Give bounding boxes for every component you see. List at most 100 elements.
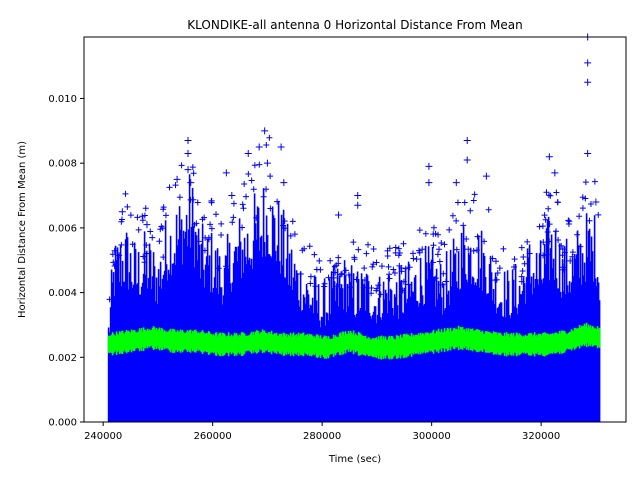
series-blue-outlier [277, 143, 285, 151]
series-blue-point [218, 220, 225, 227]
series-blue-point [360, 284, 367, 291]
series-blue-point [453, 246, 460, 253]
series-blue-point [449, 212, 456, 219]
x-tick-label: 280000 [303, 431, 341, 442]
series-blue-point [321, 283, 328, 290]
series-blue-point [111, 247, 118, 254]
series-blue-point [438, 240, 445, 247]
series-blue-point [251, 162, 258, 169]
series-blue-point [416, 249, 423, 256]
series-blue-point [368, 284, 375, 291]
series-blue-point [579, 194, 586, 201]
series-blue-point [377, 291, 384, 298]
series-blue-point [373, 259, 380, 266]
series-blue-point [178, 162, 185, 169]
series-blue-point [402, 265, 409, 272]
series-blue-point [500, 245, 507, 252]
series-blue-point [553, 189, 560, 196]
x-axis: 240000 260000 280000 300000 320000 [84, 422, 560, 442]
series-blue-point [582, 195, 589, 202]
series-blue-point [410, 255, 417, 262]
series-blue-point [333, 283, 340, 290]
series-blue-point [331, 263, 338, 270]
series-blue-point [266, 134, 273, 141]
series-blue-point [112, 258, 119, 265]
series-blue-point [470, 197, 477, 204]
series-blue-point [373, 287, 380, 294]
series-blue-point [399, 287, 406, 294]
series-blue-point [430, 242, 437, 249]
series-blue-outlier [584, 149, 592, 157]
series-blue-point [337, 271, 344, 278]
series-blue-point [526, 250, 533, 257]
series-blue-point [454, 199, 461, 206]
series-blue-point [541, 212, 548, 219]
series-blue-point [384, 247, 391, 254]
series-blue-point [375, 282, 382, 289]
series-blue-point [544, 228, 551, 235]
series-blue-point [325, 274, 332, 281]
series-blue-point [316, 257, 323, 264]
series-blue-point [386, 275, 393, 282]
series-blue-point [586, 217, 593, 224]
series-blue-point [327, 257, 334, 264]
x-tick-label: 260000 [194, 431, 232, 442]
series-blue-point [260, 193, 267, 200]
series-blue-point [345, 271, 352, 278]
series-blue-point [395, 252, 402, 259]
series-blue-point [122, 190, 129, 197]
series-blue-point [567, 257, 574, 264]
series-blue-point [141, 259, 148, 266]
series-blue-point [554, 199, 561, 206]
series-blue-point [574, 231, 581, 238]
series-blue-point [587, 201, 594, 208]
series-blue-point [565, 217, 572, 224]
series-blue-outlier [335, 211, 343, 219]
series-blue-outlier [463, 156, 471, 164]
series-blue-point [124, 203, 131, 210]
x-tick-label: 320000 [522, 431, 560, 442]
series-blue-point [134, 214, 141, 221]
series-blue-point [208, 225, 215, 232]
series-blue-point [436, 246, 443, 253]
series-blue-outlier [452, 179, 460, 187]
series-blue-point [311, 251, 318, 258]
series-blue-point [335, 254, 342, 261]
plot-frame [83, 36, 627, 423]
series-blue-point [199, 216, 206, 223]
y-tick-label: 0.006 [48, 223, 77, 234]
series-blue-point [384, 253, 391, 259]
y-axis-label: Horizontal Distance From Mean (m) [17, 141, 28, 318]
series-blue-point [439, 281, 446, 288]
series-blue-point [441, 241, 448, 248]
series-blue-point [263, 186, 270, 193]
series-blue-point [391, 270, 398, 277]
y-tick-label: 0.008 [48, 159, 77, 170]
series-blue-point [289, 218, 296, 225]
series-blue-point [511, 256, 518, 263]
series-blue-point [291, 231, 298, 238]
series-blue-point [350, 239, 357, 246]
series-blue-point [400, 278, 407, 285]
series-blue-point [566, 218, 573, 225]
series-blue-point [546, 238, 553, 245]
series-blue-point [223, 263, 230, 270]
series-blue-point [347, 284, 354, 291]
series-blue-point [453, 217, 460, 224]
series-blue-point [248, 177, 255, 184]
series-blue-point [405, 281, 412, 288]
series-blue-outlier [551, 169, 559, 177]
series-blue-outlier [187, 179, 195, 187]
series-blue-point [473, 247, 480, 254]
series-blue-point [518, 244, 525, 251]
y-tick-label: 0.000 [48, 418, 77, 429]
series-blue-point [392, 244, 399, 251]
series-blue-point [536, 223, 543, 230]
series-blue-point [230, 200, 237, 207]
series-blue-point [355, 246, 362, 253]
series-blue-outlier [118, 208, 126, 216]
series-blue-point [245, 171, 252, 178]
series-blue-point [141, 212, 148, 219]
series-blue-outlier [425, 162, 433, 170]
series-blue-point [239, 224, 246, 231]
